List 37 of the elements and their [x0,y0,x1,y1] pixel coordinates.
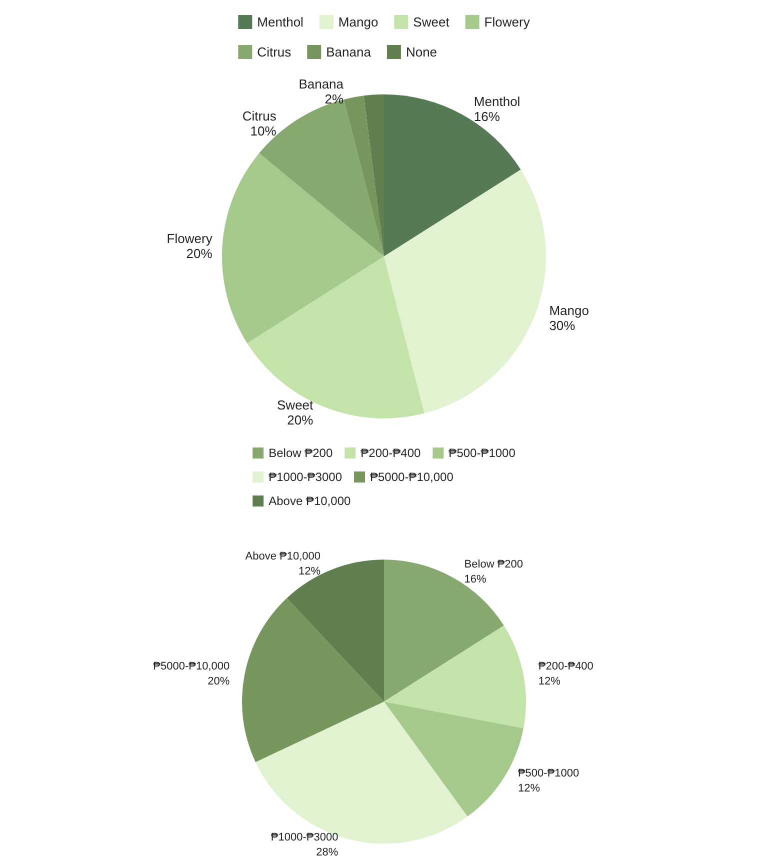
data-label: 2% [324,91,344,106]
legend-label: Flowery [484,14,530,30]
data-label: 28% [316,846,338,858]
legend-label: None [406,44,438,60]
data-label: 20% [287,412,314,428]
data-label: 16% [474,109,500,124]
legend-label: Below ₱200 [268,446,333,460]
slice-label: Mango [549,303,589,318]
legend-label: Banana [326,44,372,60]
legend-label: Above ₱10,000 [268,494,351,508]
data-label: 12% [538,675,561,688]
slice-label: Sweet [277,398,314,413]
data-label: 20% [186,246,213,261]
legend-label: ₱1000-₱3000 [268,470,342,484]
slice-label: ₱5000-₱10,000 [153,660,230,672]
slice-label: ₱1000-₱3000 [270,831,338,844]
legend-label: ₱500-₱1000 [448,446,516,460]
data-label: 30% [549,318,576,334]
legend-label: ₱200-₱400 [360,446,422,460]
slice-label: Banana [298,76,344,92]
slice-label: ₱200-₱400 [538,660,594,672]
data-label: 10% [250,123,277,138]
legend-label: Citrus [257,44,292,60]
slice-label: Below ₱200 [464,558,524,570]
slice-label: ₱500-₱1000 [518,767,580,780]
data-label: 12% [298,566,321,578]
slice-label: Above ₱10,000 [245,550,321,563]
slice-label: Menthol [474,94,520,110]
legend-label: ₱5000-₱10,000 [370,470,454,484]
legend-label: Mango [338,14,378,30]
legend-label: Sweet [413,14,450,30]
data-label: 12% [518,782,540,794]
data-label: 16% [464,573,487,586]
slice-label: Flowery [166,230,213,246]
slice-label: Citrus [242,108,277,124]
data-label: 20% [208,675,230,688]
legend-label: Menthol [257,14,304,30]
